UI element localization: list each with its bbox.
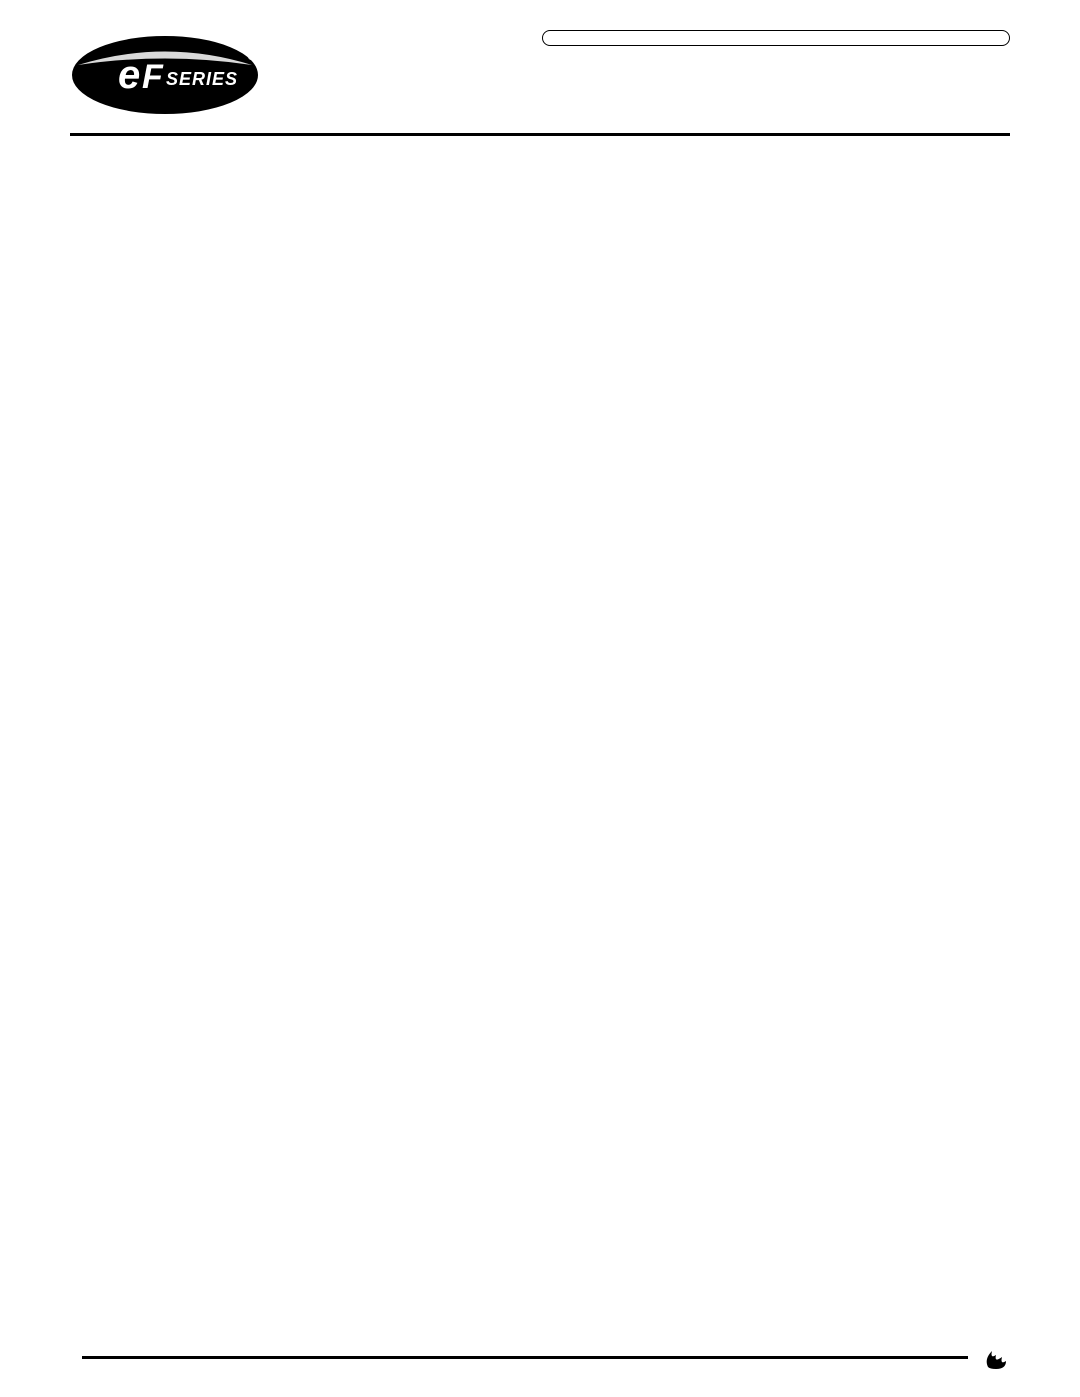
flame-icon xyxy=(982,1345,1010,1371)
title-box xyxy=(542,30,1010,46)
step-4 xyxy=(120,176,1010,197)
ef-series-logo: e F SERIES ® xyxy=(70,30,260,125)
step-6 xyxy=(120,286,1010,307)
svg-text:®: ® xyxy=(248,52,255,62)
footer-rule xyxy=(82,1356,968,1359)
header: e F SERIES ® xyxy=(70,30,1010,125)
logo-f: F xyxy=(142,58,164,96)
footer xyxy=(70,1345,1010,1369)
logo-e: e xyxy=(118,53,140,97)
logo-series: SERIES xyxy=(166,69,238,89)
bradford-white-logo xyxy=(982,1345,1010,1369)
step-5 xyxy=(120,231,1010,252)
header-rule xyxy=(70,133,1010,136)
